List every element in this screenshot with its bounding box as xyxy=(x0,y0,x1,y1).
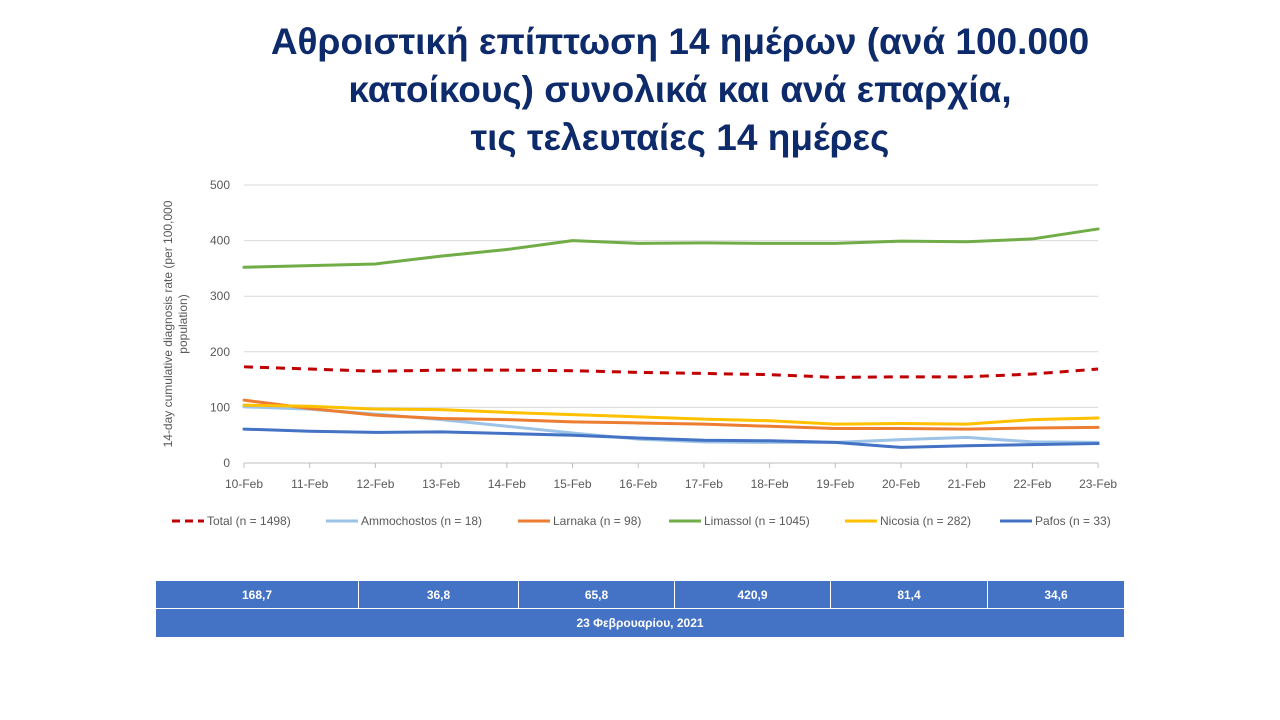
legend-label-4: Nicosia (n = 282) xyxy=(880,514,971,528)
y-tick-label-400: 400 xyxy=(210,234,230,248)
chart-title: Αθροιστική επίπτωση 14 ημέρων (ανά 100.0… xyxy=(200,18,1160,162)
series-line-2 xyxy=(242,398,1100,431)
y-tick-label-200: 200 xyxy=(210,345,230,359)
summary-values-row: 168,7 36,8 65,8 420,9 81,4 34,6 xyxy=(156,581,1124,608)
series-line-5 xyxy=(242,427,1100,449)
x-tick-label: 23-Feb xyxy=(1079,477,1117,491)
y-axis-label: 14-day cumulative diagnosis rate (per 10… xyxy=(161,200,190,447)
x-tick-label: 18-Feb xyxy=(751,477,789,491)
legend-label-1: Ammochostos (n = 18) xyxy=(361,514,482,528)
summary-date-row: 23 Φεβρουαρίου, 2021 xyxy=(156,609,1124,637)
summary-date: 23 Φεβρουαρίου, 2021 xyxy=(576,616,704,630)
line-chart: 0 100 200 300 400 500 10-Feb 11-Feb 12-Feb 13-Feb… xyxy=(161,178,1117,528)
title-line-2: κατοίκους) συνολικά και ανά επαρχία, xyxy=(348,69,1012,110)
legend-label-5: Pafos (n = 33) xyxy=(1035,514,1111,528)
x-tick-label: 17-Feb xyxy=(685,477,723,491)
x-tick-label: 15-Feb xyxy=(553,477,591,491)
x-tick-label: 21-Feb xyxy=(948,477,986,491)
x-tick-label: 14-Feb xyxy=(488,477,526,491)
title-line-1: Αθροιστική επίπτωση 14 ημέρων (ανά 100.0… xyxy=(270,21,1090,62)
x-tick-label: 16-Feb xyxy=(619,477,657,491)
legend-label-3: Limassol (n = 1045) xyxy=(704,514,810,528)
y-tick-label-100: 100 xyxy=(210,400,230,414)
series-line-4 xyxy=(242,403,1100,426)
series-line-3 xyxy=(242,227,1100,269)
y-tick-label-300: 300 xyxy=(210,289,230,303)
value-ammochostos: 36,8 xyxy=(359,581,519,608)
value-nicosia: 81,4 xyxy=(831,581,988,608)
x-tick-label: 11-Feb xyxy=(291,477,328,491)
y-tick-label-500: 500 xyxy=(210,178,230,192)
x-tick-label: 19-Feb xyxy=(816,477,854,491)
series-line-0 xyxy=(243,365,1099,379)
legend-label-2: Larnaka (n = 98) xyxy=(553,514,641,528)
x-tick-label: 20-Feb xyxy=(882,477,920,491)
value-limassol: 420,9 xyxy=(675,581,831,608)
y-tick-label-0: 0 xyxy=(223,456,230,470)
value-larnaka: 65,8 xyxy=(519,581,675,608)
x-tick-label: 12-Feb xyxy=(356,477,394,491)
value-total: 168,7 xyxy=(156,581,359,608)
x-tick-label: 10-Feb xyxy=(225,477,263,491)
title-line-3: τις τελευταίες 14 ημέρες xyxy=(470,117,890,158)
value-pafos: 34,6 xyxy=(1044,587,1068,602)
x-tick-label: 13-Feb xyxy=(422,477,460,491)
x-tick-label: 22-Feb xyxy=(1013,477,1051,491)
legend-label-0: Total (n = 1498) xyxy=(207,514,291,528)
